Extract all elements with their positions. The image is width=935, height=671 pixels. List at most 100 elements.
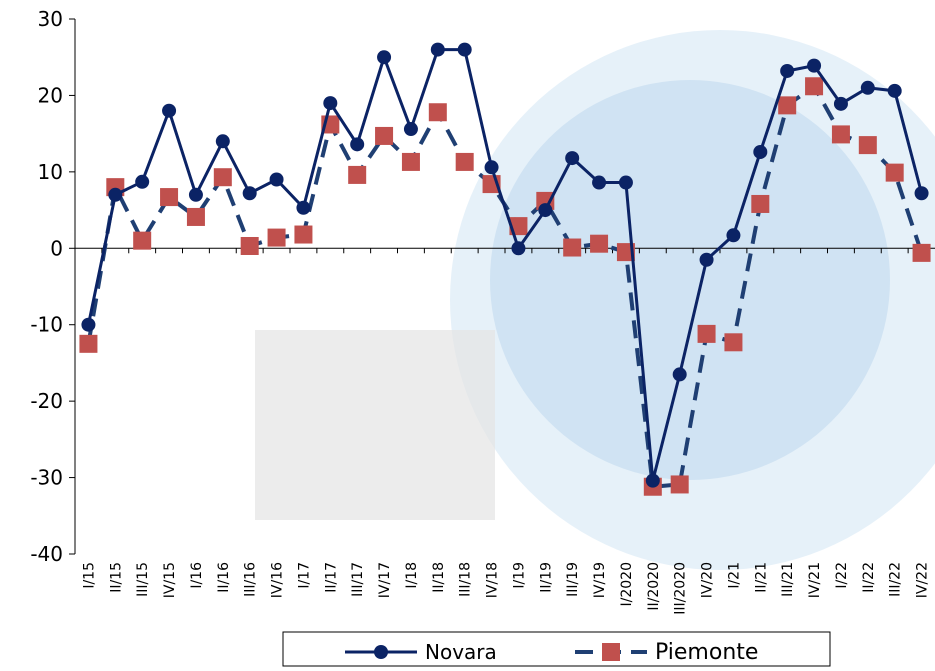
data-point [323,96,338,111]
data-point [778,96,797,115]
series-line [86,48,924,481]
data-point [618,175,633,190]
data-point [403,122,418,137]
y-tick-label: 30 [38,7,63,31]
data-point [726,228,741,243]
legend-marker [374,645,388,659]
data-point [108,187,123,202]
data-point [805,77,824,96]
data-point [267,228,286,247]
data-point [215,134,230,149]
x-tick-label: III/19 [565,562,581,597]
data-point [807,58,822,73]
data-point [511,241,526,256]
x-tick-label: IV/16 [270,562,286,598]
y-tick-label: -10 [30,313,63,337]
data-point [914,186,929,201]
data-point [188,187,203,202]
legend-label: Novara [425,640,497,664]
data-point [645,473,660,488]
x-tick-label: III/18 [458,562,474,597]
data-point [912,243,931,262]
data-point [592,175,607,190]
y-tick-label: -20 [30,389,63,413]
data-point [697,324,716,343]
x-tick-label: IV/21 [807,562,823,598]
x-tick-label: I/17 [296,562,312,589]
data-point [831,125,850,144]
data-point [887,83,902,98]
data-point [699,252,714,267]
x-tick-label: IV/20 [700,562,716,598]
x-tick-label: I/22 [834,562,850,589]
data-point [457,42,472,57]
data-point [563,238,582,257]
data-point [135,174,150,189]
x-tick-label: III/17 [350,562,366,597]
x-tick-label: I/19 [511,562,527,589]
data-point [885,163,904,182]
data-point [780,63,795,78]
data-point [401,152,420,171]
data-point [294,225,313,244]
data-point [377,50,392,65]
data-point [455,152,474,171]
data-point [350,137,365,152]
data-point [240,236,259,255]
x-tick-label: II/18 [431,562,447,593]
x-tick-label: III/16 [243,562,259,597]
x-tick-label: II/2020 [646,562,662,611]
data-point [858,136,877,155]
data-point [753,144,768,159]
x-tick-label: I/21 [726,562,742,589]
data-point [590,234,609,253]
data-point [833,96,848,111]
x-tick-label: IV/19 [592,562,608,598]
data-point [160,188,179,207]
data-point [213,168,232,187]
data-point [670,475,689,494]
data-point [538,203,553,218]
x-tick-label: III/22 [888,562,904,597]
x-tick-label: II/17 [323,562,339,593]
x-tick-label: I/2020 [619,562,635,606]
data-point [751,194,770,213]
x-tick-label: III/21 [780,562,796,597]
data-point [81,317,96,332]
x-tick-label: IV/22 [915,562,931,598]
x-tick-label: IV/18 [485,562,501,598]
data-point [428,103,447,122]
x-tick-label: IV/15 [162,562,178,598]
x-tick-label: I/15 [81,562,97,589]
x-tick-label: I/16 [189,562,205,589]
data-point [186,207,205,226]
data-point [133,231,152,250]
y-tick-label: 10 [38,160,63,184]
x-tick-label: III/15 [135,562,151,597]
data-point [375,126,394,145]
x-tick-label: II/15 [108,562,124,593]
data-point [348,165,367,184]
data-point [79,334,98,353]
data-point [242,186,257,201]
x-tick-label: II/22 [861,562,877,593]
x-tick-label: III/2020 [673,562,689,615]
data-point [430,42,445,57]
x-tick-label: I/18 [404,562,420,589]
x-tick-label: II/16 [216,562,232,593]
y-tick-label: -40 [30,542,63,566]
x-tick-label: IV/17 [377,562,393,598]
background-decoration [255,30,935,570]
y-tick-label: 0 [50,236,63,260]
legend-marker [602,643,620,661]
data-point [296,200,311,215]
data-point [484,160,499,175]
data-point [565,151,580,166]
data-point [672,367,687,382]
data-point [860,80,875,95]
data-point [162,103,177,118]
data-point [724,333,743,352]
y-tick-label: -30 [30,466,63,490]
y-tick-label: 20 [38,83,63,107]
